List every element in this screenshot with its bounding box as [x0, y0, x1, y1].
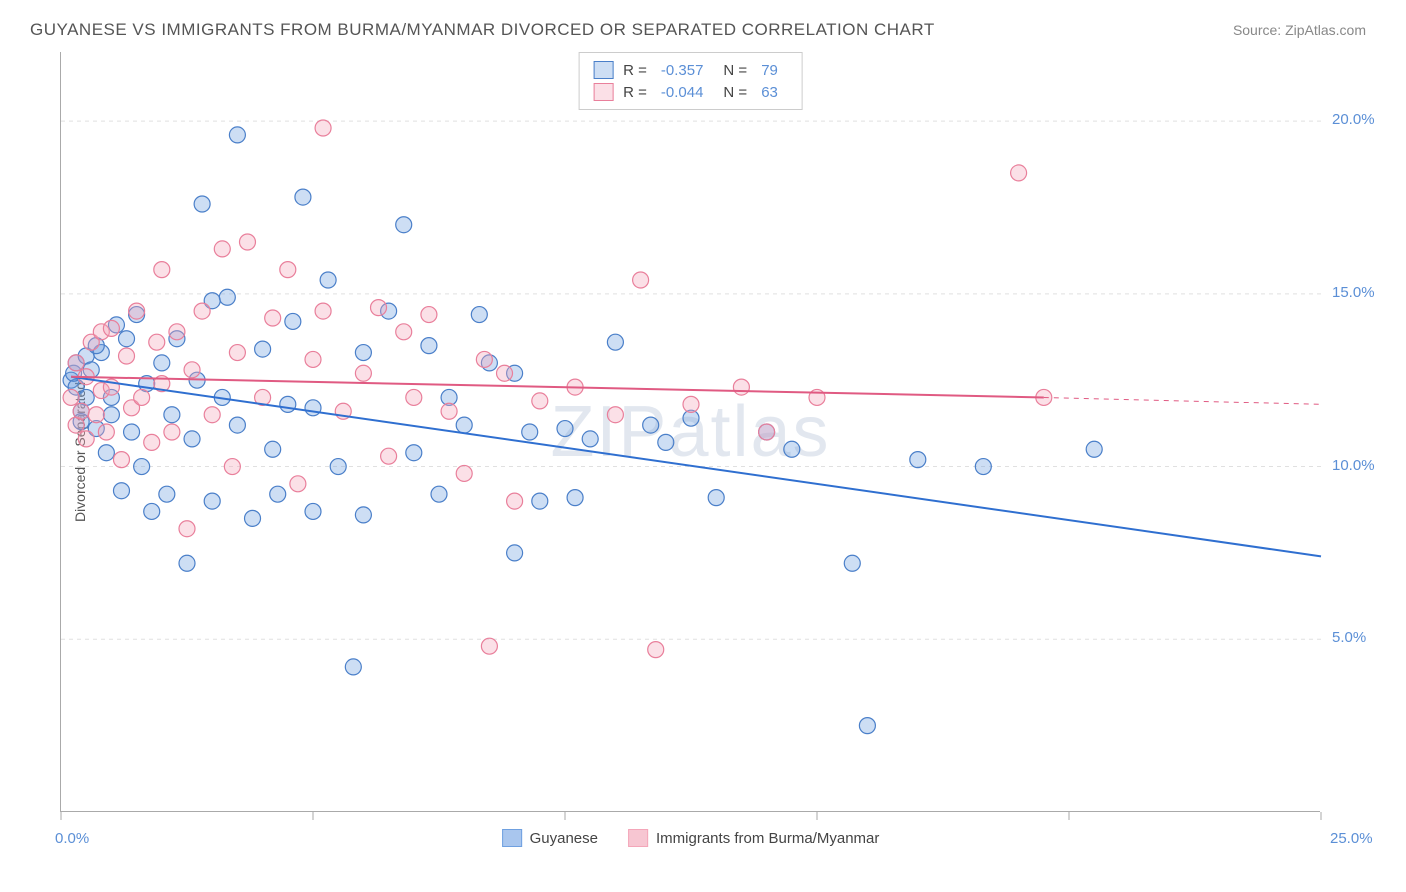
legend-item-1: Guyanese	[502, 829, 598, 847]
n-label-1: N =	[723, 62, 747, 79]
legend-correlation: R = -0.357 N = 79 R = -0.044 N = 63	[578, 52, 803, 110]
r-label-1: R =	[623, 62, 647, 79]
y-tick-label: 15.0%	[1332, 284, 1375, 301]
chart-container: GUYANESE VS IMMIGRANTS FROM BURMA/MYANMA…	[20, 10, 1386, 882]
y-tick-label: 20.0%	[1332, 111, 1375, 128]
swatch-bottom-1	[502, 829, 522, 847]
legend-series: Guyanese Immigrants from Burma/Myanmar	[502, 829, 880, 847]
plot-wrap: Divorced or Separated ZIPatlas R = -0.35…	[20, 52, 1386, 852]
swatch-bottom-2	[628, 829, 648, 847]
r-value-2: -0.044	[661, 84, 704, 101]
swatch-series-1	[593, 61, 613, 79]
plot-area: ZIPatlas R = -0.357 N = 79 R = -0.044 N …	[60, 52, 1320, 812]
legend-row-2: R = -0.044 N = 63	[593, 81, 788, 103]
n-value-1: 79	[761, 62, 778, 79]
legend-label-2: Immigrants from Burma/Myanmar	[656, 830, 879, 847]
title-row: GUYANESE VS IMMIGRANTS FROM BURMA/MYANMA…	[20, 10, 1386, 52]
swatch-series-2	[593, 83, 613, 101]
chart-title: GUYANESE VS IMMIGRANTS FROM BURMA/MYANMA…	[30, 20, 935, 40]
source-label: Source: ZipAtlas.com	[1233, 22, 1366, 38]
legend-item-2: Immigrants from Burma/Myanmar	[628, 829, 879, 847]
n-value-2: 63	[761, 84, 778, 101]
y-tick-label: 5.0%	[1332, 629, 1366, 646]
legend-row-1: R = -0.357 N = 79	[593, 59, 788, 81]
n-label-2: N =	[723, 84, 747, 101]
x-tick-label: 25.0%	[1330, 830, 1373, 847]
r-value-1: -0.357	[661, 62, 704, 79]
plot-svg	[61, 52, 1321, 812]
x-tick-label: 0.0%	[55, 830, 89, 847]
y-tick-label: 10.0%	[1332, 457, 1375, 474]
legend-label-1: Guyanese	[530, 830, 598, 847]
r-label-2: R =	[623, 84, 647, 101]
